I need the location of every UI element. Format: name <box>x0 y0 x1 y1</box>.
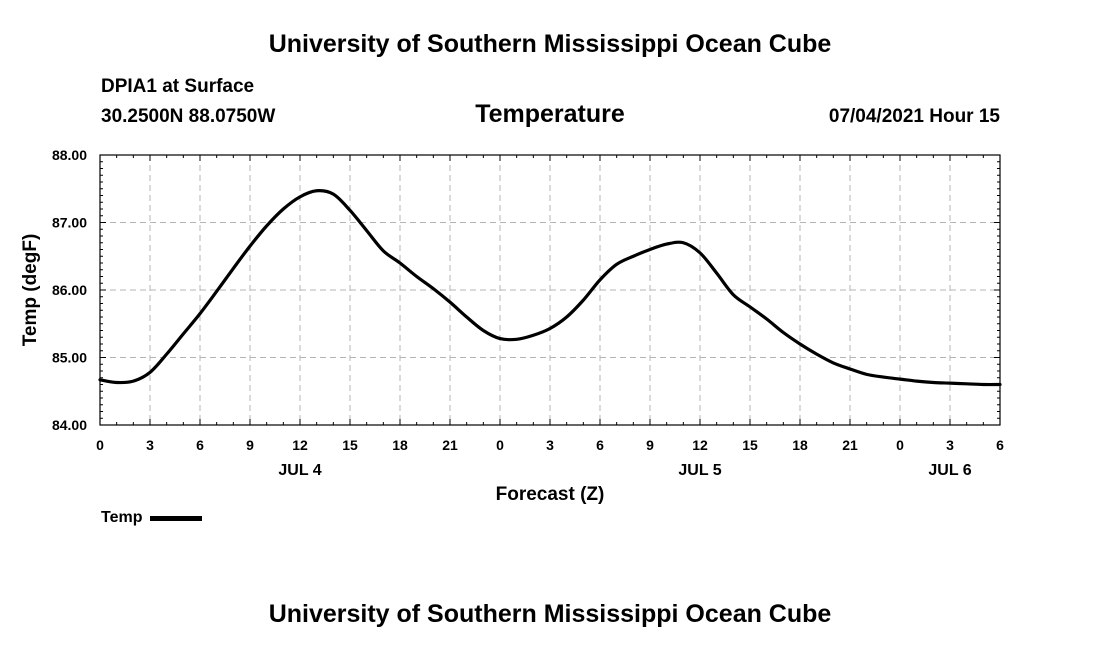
x-axis-title: Forecast (Z) <box>496 484 605 505</box>
x-date-label: JUL 4 <box>278 462 321 479</box>
org-title-top: University of Southern Mississippi Ocean… <box>268 30 832 58</box>
x-tick-label: 6 <box>596 437 604 453</box>
legend: Temp <box>101 509 203 527</box>
temp-series-line <box>98 189 1002 387</box>
x-tick-label: 21 <box>842 437 858 453</box>
x-tick-label: 21 <box>442 437 458 453</box>
x-tick-label: 12 <box>692 437 708 453</box>
x-tick-label: 0 <box>496 437 504 453</box>
x-tick-label: 0 <box>96 437 104 453</box>
y-tick-label: 84.00 <box>52 417 87 433</box>
series-layer <box>98 189 1002 387</box>
chart-title: Temperature <box>475 100 625 128</box>
x-date-label: JUL 5 <box>678 462 721 479</box>
label-layer: 0 3 6 9 12 15 18 21 0 3 6 9 12 15 18 21 0 3 6 84.00 85.00 86.… <box>20 147 1004 505</box>
x-tick-label: 3 <box>546 437 554 453</box>
x-tick-label: 9 <box>646 437 654 453</box>
x-tick-label: 15 <box>742 437 758 453</box>
x-date-label: JUL 6 <box>928 462 971 479</box>
x-tick-label: 6 <box>996 437 1004 453</box>
station-label: DPIA1 at Surface <box>101 76 255 97</box>
x-tick-label: 6 <box>196 437 204 453</box>
x-tick-label: 15 <box>342 437 358 453</box>
station-coordinates: 30.2500N 88.0750W <box>101 106 276 127</box>
org-title-bottom: University of Southern Mississippi Ocean… <box>268 600 832 628</box>
legend-label: Temp <box>101 509 143 526</box>
x-tick-label: 12 <box>292 437 308 453</box>
x-tick-label: 0 <box>896 437 904 453</box>
x-tick-label: 9 <box>246 437 254 453</box>
y-tick-label: 87.00 <box>52 215 87 231</box>
tick-layer <box>99 154 1001 426</box>
valid-time: 07/04/2021 Hour 15 <box>828 106 1000 127</box>
legend-line-swatch <box>150 515 203 521</box>
y-axis-title: Temp (degF) <box>20 234 41 347</box>
x-tick-label: 3 <box>946 437 954 453</box>
y-tick-label: 86.00 <box>52 282 87 298</box>
x-tick-label: 3 <box>146 437 154 453</box>
x-tick-label: 18 <box>392 437 408 453</box>
y-tick-label: 88.00 <box>52 147 87 163</box>
x-tick-label: 18 <box>792 437 808 453</box>
grid-layer <box>100 155 1000 425</box>
y-tick-label: 85.00 <box>52 350 87 366</box>
